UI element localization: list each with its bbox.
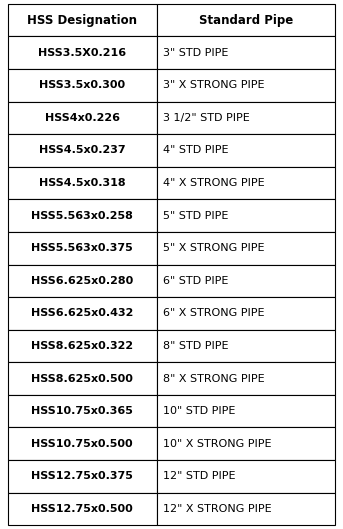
Bar	[157, 395, 335, 427]
Bar	[8, 232, 157, 264]
Text: HSS12.75x0.375: HSS12.75x0.375	[31, 471, 133, 481]
Bar	[157, 460, 335, 492]
Text: HSS4.5x0.318: HSS4.5x0.318	[39, 178, 126, 188]
Text: 10" X STRONG PIPE: 10" X STRONG PIPE	[163, 439, 271, 449]
Bar	[157, 134, 335, 167]
Text: 10" STD PIPE: 10" STD PIPE	[163, 406, 235, 416]
Bar	[8, 69, 157, 102]
Bar	[8, 264, 157, 297]
Bar	[8, 297, 157, 330]
Bar	[8, 102, 157, 134]
Text: 5" STD PIPE: 5" STD PIPE	[163, 211, 228, 221]
Text: HSS5.563x0.375: HSS5.563x0.375	[31, 243, 133, 253]
Text: HSS10.75x0.365: HSS10.75x0.365	[31, 406, 133, 416]
Text: Standard Pipe: Standard Pipe	[199, 14, 293, 26]
Text: 3" X STRONG PIPE: 3" X STRONG PIPE	[163, 80, 264, 90]
Bar	[8, 492, 157, 525]
Bar	[157, 297, 335, 330]
Bar	[8, 460, 157, 492]
Text: 3" STD PIPE: 3" STD PIPE	[163, 48, 228, 58]
Text: HSS4x0.226: HSS4x0.226	[45, 113, 120, 123]
Bar	[8, 362, 157, 395]
Bar	[157, 427, 335, 460]
Bar	[8, 4, 157, 37]
Bar	[157, 199, 335, 232]
Text: HSS Designation: HSS Designation	[27, 14, 137, 26]
Bar	[8, 395, 157, 427]
Text: 12" X STRONG PIPE: 12" X STRONG PIPE	[163, 504, 272, 514]
Text: HSS8.625x0.500: HSS8.625x0.500	[31, 373, 133, 384]
Text: HSS12.75x0.500: HSS12.75x0.500	[31, 504, 133, 514]
Bar	[157, 264, 335, 297]
Text: 12" STD PIPE: 12" STD PIPE	[163, 471, 235, 481]
Text: 3 1/2" STD PIPE: 3 1/2" STD PIPE	[163, 113, 250, 123]
Text: HSS8.625x0.322: HSS8.625x0.322	[31, 341, 133, 351]
Bar	[157, 330, 335, 362]
Bar	[8, 330, 157, 362]
Text: HSS3.5x0.300: HSS3.5x0.300	[39, 80, 125, 90]
Text: 5" X STRONG PIPE: 5" X STRONG PIPE	[163, 243, 264, 253]
Bar	[8, 427, 157, 460]
Text: HSS6.625x0.432: HSS6.625x0.432	[31, 308, 133, 318]
Text: 8" X STRONG PIPE: 8" X STRONG PIPE	[163, 373, 264, 384]
Bar	[157, 37, 335, 69]
Text: HSS10.75x0.500: HSS10.75x0.500	[31, 439, 133, 449]
Bar	[157, 492, 335, 525]
Bar	[157, 4, 335, 37]
Bar	[157, 167, 335, 199]
Text: HSS4.5x0.237: HSS4.5x0.237	[39, 145, 126, 156]
Bar	[157, 232, 335, 264]
Bar	[8, 167, 157, 199]
Bar	[8, 134, 157, 167]
Text: 4" STD PIPE: 4" STD PIPE	[163, 145, 228, 156]
Text: 8" STD PIPE: 8" STD PIPE	[163, 341, 228, 351]
Text: HSS3.5X0.216: HSS3.5X0.216	[38, 48, 126, 58]
Bar	[8, 199, 157, 232]
Text: HSS6.625x0.280: HSS6.625x0.280	[31, 276, 133, 286]
Text: 6" STD PIPE: 6" STD PIPE	[163, 276, 228, 286]
Text: 6" X STRONG PIPE: 6" X STRONG PIPE	[163, 308, 264, 318]
Text: 4" X STRONG PIPE: 4" X STRONG PIPE	[163, 178, 264, 188]
Bar	[8, 37, 157, 69]
Bar	[157, 362, 335, 395]
Bar	[157, 69, 335, 102]
Text: HSS5.563x0.258: HSS5.563x0.258	[31, 211, 133, 221]
Bar	[157, 102, 335, 134]
